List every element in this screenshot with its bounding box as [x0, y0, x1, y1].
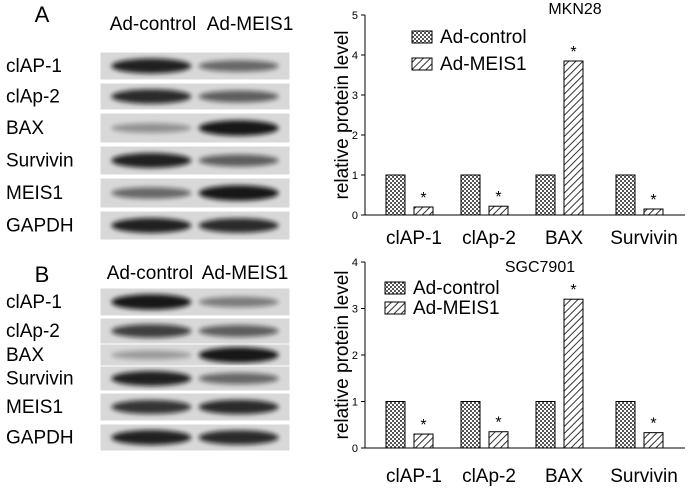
y-tick-label: 1 — [352, 397, 358, 409]
y-tick-label: 3 — [352, 304, 358, 316]
y-tick-label: 2 — [352, 350, 358, 362]
row-label: GAPDH — [6, 216, 74, 237]
row-label: GAPDH — [6, 428, 74, 449]
blot-band — [111, 187, 192, 199]
blot-band — [198, 120, 279, 136]
blot-band — [198, 347, 279, 363]
blot-band — [198, 325, 279, 337]
blot-band — [198, 430, 279, 445]
blot-band — [198, 372, 279, 385]
legend-swatch — [411, 57, 433, 71]
bar — [488, 205, 509, 216]
blot-band — [111, 153, 192, 168]
bar — [563, 298, 584, 449]
lane-header: Ad-control — [107, 263, 194, 284]
blot-band — [111, 123, 192, 133]
legend-swatch — [411, 30, 433, 44]
significance-mark: * — [420, 190, 426, 207]
blot-band — [111, 218, 192, 233]
y-tick-label: 4 — [352, 50, 358, 62]
chart-title: SGC7901 — [505, 259, 575, 276]
y-tick-label: 5 — [352, 10, 358, 22]
y-tick-label: 3 — [352, 90, 358, 102]
row-label: clAP-1 — [6, 292, 62, 313]
lane-header: Ad-control — [110, 14, 197, 35]
bar — [535, 401, 556, 449]
significance-mark: * — [570, 282, 576, 299]
row-label: Survivin — [6, 151, 74, 172]
x-tick-label: clAP-1 — [386, 466, 442, 487]
x-tick-label: clAp-2 — [462, 228, 516, 249]
blot-band — [198, 60, 279, 72]
y-tick-label: 0 — [352, 443, 358, 455]
blot-band — [198, 218, 279, 233]
legend-swatch — [384, 301, 406, 315]
blot-band — [198, 399, 279, 415]
x-tick-label: clAP-1 — [386, 228, 442, 249]
y-tick-label: 4 — [352, 257, 358, 269]
row-label: BAX — [6, 345, 44, 366]
blot-band — [111, 350, 192, 360]
y-tick-label: 1 — [352, 170, 358, 182]
x-tick-label: BAX — [545, 466, 583, 487]
significance-mark: * — [570, 44, 576, 61]
blot-band — [198, 296, 279, 308]
panel-letter: B — [35, 262, 50, 287]
blot-band — [111, 371, 192, 386]
blot-band — [111, 89, 192, 104]
row-label: clAP-1 — [6, 56, 62, 77]
bar — [385, 401, 406, 449]
y-axis-label: relative protein level — [332, 31, 353, 200]
lane-header: Ad-MEIS1 — [207, 14, 294, 35]
panel-letter: A — [35, 2, 50, 27]
bar — [643, 432, 664, 449]
x-tick-label: BAX — [545, 228, 583, 249]
chart-title: MKN28 — [548, 1, 601, 18]
blot-band — [111, 400, 192, 414]
blot-band — [111, 58, 192, 74]
x-tick-label: Survivin — [610, 228, 678, 249]
bar — [563, 60, 584, 216]
legend-swatch — [384, 281, 406, 295]
row-label: BAX — [6, 118, 44, 139]
bar — [643, 208, 664, 216]
x-tick-label: Survivin — [610, 466, 678, 487]
bar — [615, 401, 636, 449]
row-label: clAp-2 — [6, 87, 60, 108]
blot-band — [198, 185, 279, 201]
bar — [460, 174, 481, 216]
blot-band — [111, 324, 192, 338]
blot-band — [198, 154, 279, 167]
bar — [413, 433, 434, 449]
significance-mark: * — [420, 417, 426, 434]
lane-header: Ad-MEIS1 — [202, 263, 289, 284]
blot-band — [198, 90, 279, 103]
legend-label: Ad-MEIS1 — [413, 298, 500, 319]
bar — [413, 206, 434, 216]
y-tick-label: 0 — [352, 210, 358, 222]
bar — [615, 174, 636, 216]
significance-mark: * — [650, 416, 656, 433]
row-label: Survivin — [6, 369, 74, 390]
blot-band — [111, 294, 192, 310]
x-tick-label: clAp-2 — [462, 466, 516, 487]
blot-band — [111, 430, 192, 445]
row-label: clAp-2 — [6, 321, 60, 342]
legend-label: Ad-control — [440, 27, 527, 48]
significance-mark: * — [495, 415, 501, 432]
row-label: MEIS1 — [6, 183, 63, 204]
bar — [460, 401, 481, 449]
row-label: MEIS1 — [6, 397, 63, 418]
significance-mark: * — [650, 192, 656, 209]
bar — [535, 174, 556, 216]
y-axis-label: relative protein level — [332, 271, 353, 440]
significance-mark: * — [495, 189, 501, 206]
legend-label: Ad-MEIS1 — [440, 54, 527, 75]
legend-label: Ad-control — [413, 278, 500, 299]
bar — [385, 174, 406, 216]
bar — [488, 431, 509, 449]
y-tick-label: 2 — [352, 130, 358, 142]
